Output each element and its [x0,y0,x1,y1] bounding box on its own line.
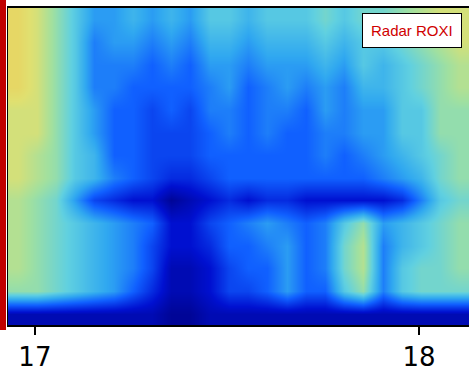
svg-text:18: 18 [403,342,436,372]
svg-text:Radar ROXI: Radar ROXI [371,22,453,39]
svg-text:17: 17 [18,342,51,372]
